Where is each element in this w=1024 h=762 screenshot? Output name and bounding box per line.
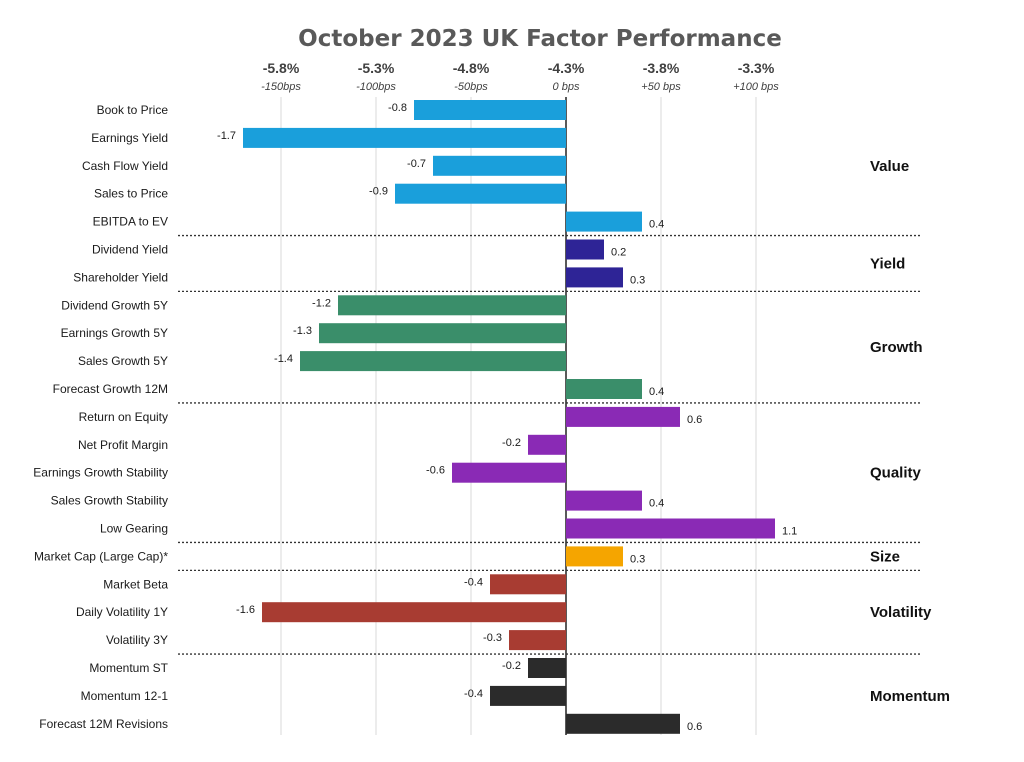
bar xyxy=(528,434,566,455)
category-label: Book to Price xyxy=(97,103,169,117)
category-label: Earnings Growth Stability xyxy=(33,466,168,480)
data-label: 0.6 xyxy=(687,721,702,733)
data-label: -0.7 xyxy=(407,158,426,170)
group-label: Growth xyxy=(870,339,923,356)
group-label: Value xyxy=(870,158,909,175)
data-label: -0.9 xyxy=(369,186,388,198)
bar xyxy=(452,462,566,483)
data-label: -1.4 xyxy=(274,353,293,365)
category-label: Daily Volatility 1Y xyxy=(76,605,168,619)
bar xyxy=(566,490,642,511)
bar xyxy=(490,574,566,595)
category-label: Momentum 12-1 xyxy=(81,689,169,703)
bar xyxy=(566,379,642,399)
bar xyxy=(490,685,566,706)
category-label: Market Beta xyxy=(103,577,168,591)
top-axis-tick-label: -3.8% xyxy=(643,60,680,76)
data-label: -0.4 xyxy=(464,576,483,588)
category-label: Return on Equity xyxy=(79,410,168,424)
data-label: 0.3 xyxy=(630,274,645,286)
category-label: EBITDA to EV xyxy=(93,215,168,229)
bar xyxy=(566,211,642,232)
bar xyxy=(509,630,566,651)
bar xyxy=(566,239,604,260)
bar xyxy=(262,602,566,623)
category-label: Dividend Growth 5Y xyxy=(61,298,168,312)
top-axis-tick-label: -4.3% xyxy=(548,60,585,76)
category-label: Net Profit Margin xyxy=(78,438,168,452)
data-label: 0.4 xyxy=(649,498,664,510)
group-label: Momentum xyxy=(870,688,950,705)
category-label: Sales to Price xyxy=(94,187,168,201)
data-label: -1.3 xyxy=(293,325,312,337)
bps-axis-tick-label: 0 bps xyxy=(553,81,580,93)
category-label: Earnings Growth 5Y xyxy=(61,326,168,340)
bar xyxy=(566,518,775,539)
bar xyxy=(528,658,566,678)
data-label: 0.4 xyxy=(649,386,664,398)
bar xyxy=(338,295,566,316)
data-label: 0.2 xyxy=(611,247,626,259)
data-label: 1.1 xyxy=(782,526,797,538)
top-axis-tick-label: -3.3% xyxy=(738,60,775,76)
category-label: Forecast 12M Revisions xyxy=(39,717,168,731)
bps-axis-tick-label: +100 bps xyxy=(733,81,779,93)
data-label: -1.2 xyxy=(312,297,331,309)
bar xyxy=(300,351,566,372)
category-labels: Book to Price Earnings Yield Cash Flow Yie… xyxy=(33,103,168,731)
bar xyxy=(319,323,566,344)
category-label: Momentum ST xyxy=(89,661,168,675)
data-label: -0.2 xyxy=(502,660,521,672)
data-label: -0.4 xyxy=(464,688,483,700)
category-label: Volatility 3Y xyxy=(106,633,168,647)
category-label: Earnings Yield xyxy=(91,131,168,145)
bars: -0.8 -1.7 -0.7 -0.9 0.4 0.2 0.3 -1.2 -1.3 -1.4 0.4… xyxy=(217,100,797,734)
chart-title: October 2023 UK Factor Performance xyxy=(298,26,782,52)
category-label: Low Gearing xyxy=(100,522,168,536)
category-label: Dividend Yield xyxy=(92,243,168,257)
bar xyxy=(566,713,680,734)
category-label: Sales Growth Stability xyxy=(51,494,168,508)
data-label: -1.6 xyxy=(236,604,255,616)
bps-axis-tick-label: -100bps xyxy=(356,81,396,93)
data-label: 0.6 xyxy=(687,414,702,426)
bar xyxy=(414,100,566,120)
group-label: Quality xyxy=(870,465,922,482)
category-label: Cash Flow Yield xyxy=(82,159,168,173)
data-label: -0.6 xyxy=(426,465,445,477)
bar xyxy=(395,183,566,204)
top-axis-tick-label: -5.3% xyxy=(358,60,395,76)
bar xyxy=(433,155,566,176)
bar xyxy=(243,127,566,148)
bps-axis-tick-label: -150bps xyxy=(261,81,301,93)
category-label: Forecast Growth 12M xyxy=(53,382,168,396)
category-label: Shareholder Yield xyxy=(73,270,168,284)
data-label: 0.4 xyxy=(649,219,664,231)
data-label: 0.3 xyxy=(630,553,645,565)
top-axis-tick-label: -4.8% xyxy=(453,60,490,76)
top-axis: -5.8% -150bps -5.3% -100bps -4.8% -50bps -4.3%… xyxy=(261,60,779,93)
bar xyxy=(566,267,623,288)
group-labels: Value Yield Growth Quality Size Volatility Mom… xyxy=(870,158,950,705)
category-label: Market Cap (Large Cap)* xyxy=(34,549,168,563)
bar xyxy=(566,546,623,567)
data-label: -1.7 xyxy=(217,130,236,142)
data-label: -0.2 xyxy=(502,437,521,449)
data-label: -0.3 xyxy=(483,632,502,644)
group-label: Size xyxy=(870,548,900,565)
top-axis-tick-label: -5.8% xyxy=(263,60,300,76)
data-label: -0.8 xyxy=(388,102,407,114)
bar xyxy=(566,406,680,427)
group-label: Volatility xyxy=(870,604,932,621)
category-label: Sales Growth 5Y xyxy=(78,354,168,368)
group-label: Yield xyxy=(870,255,905,272)
bps-axis-tick-label: +50 bps xyxy=(641,81,681,93)
bps-axis-tick-label: -50bps xyxy=(454,81,488,93)
